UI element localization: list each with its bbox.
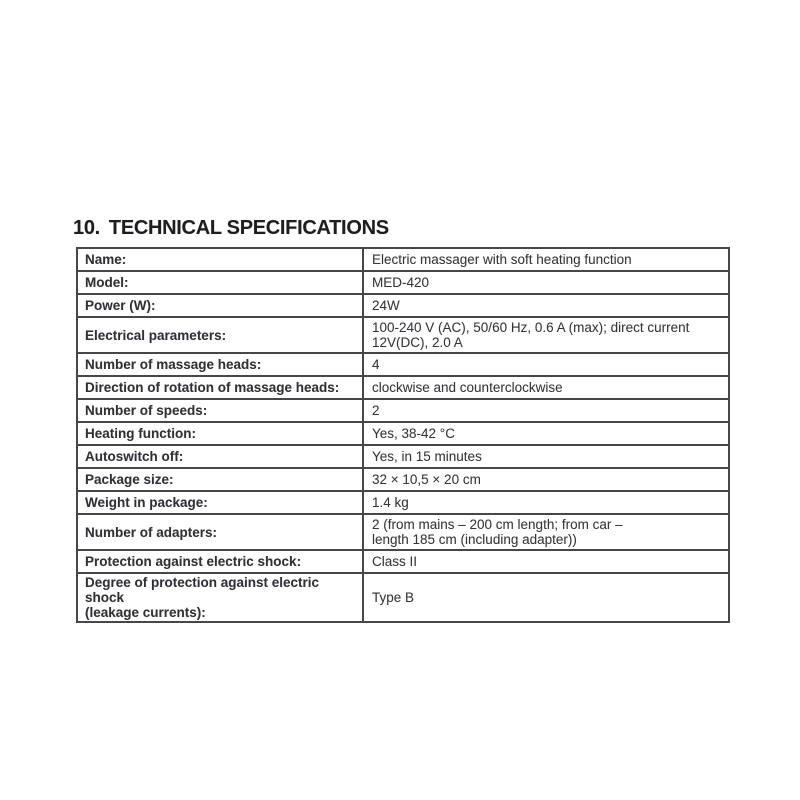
table-row: Number of speeds: 2 [76,398,730,423]
page-title: 10. TECHNICAL SPECIFICATIONS [73,217,389,240]
table-row: Number of adapters: 2 (from mains – 200 … [76,513,730,551]
spec-label: Name: [76,247,364,272]
table-row: Model: MED-420 [76,270,730,295]
spec-label: Heating function: [76,421,364,446]
table-row: Heating function: Yes, 38-42 °C [76,421,730,446]
spec-value: 1.4 kg [362,490,730,515]
spec-value: 32 × 10,5 × 20 cm [362,467,730,492]
table-row: Power (W): 24W [76,293,730,318]
spec-value: Yes, in 15 minutes [362,444,730,469]
spec-label: Direction of rotation of massage heads: [76,375,364,400]
spec-label: Degree of protection against electric sh… [76,572,364,623]
spec-value: Electric massager with soft heating func… [362,247,730,272]
spec-value: MED-420 [362,270,730,295]
spec-value: 24W [362,293,730,318]
table-row: Degree of protection against electric sh… [76,572,730,623]
spec-label: Number of massage heads: [76,352,364,377]
table-row: Direction of rotation of massage heads: … [76,375,730,400]
section-title-text: TECHNICAL SPECIFICATIONS [108,217,389,239]
spec-value: 100-240 V (AC), 50/60 Hz, 0.6 A (max); d… [362,316,730,354]
spec-label: Number of speeds: [76,398,364,423]
table-row: Protection against electric shock: Class… [76,549,730,574]
spec-value: Class II [362,549,730,574]
spec-value: Type B [362,572,730,623]
table-row: Autoswitch off: Yes, in 15 minutes [76,444,730,469]
spec-value: clockwise and counterclockwise [362,375,730,400]
table-row: Package size: 32 × 10,5 × 20 cm [76,467,730,492]
spec-value: 2 (from mains – 200 cm length; from car … [362,513,730,551]
spec-label: Electrical parameters: [76,316,364,354]
table-row: Number of massage heads: 4 [76,352,730,377]
spec-label: Power (W): [76,293,364,318]
spec-value: 2 [362,398,730,423]
spec-label: Protection against electric shock: [76,549,364,574]
spec-label: Weight in package: [76,490,364,515]
spec-label: Autoswitch off: [76,444,364,469]
specifications-table: Name: Electric massager with soft heatin… [76,247,730,623]
spec-label: Model: [76,270,364,295]
spec-label: Number of adapters: [76,513,364,551]
table-row: Electrical parameters: 100-240 V (AC), 5… [76,316,730,354]
table-row: Weight in package: 1.4 kg [76,490,730,515]
spec-value: Yes, 38-42 °C [362,421,730,446]
section-number: 10. [73,217,100,239]
table-row: Name: Electric massager with soft heatin… [76,247,730,272]
spec-label: Package size: [76,467,364,492]
spec-value: 4 [362,352,730,377]
